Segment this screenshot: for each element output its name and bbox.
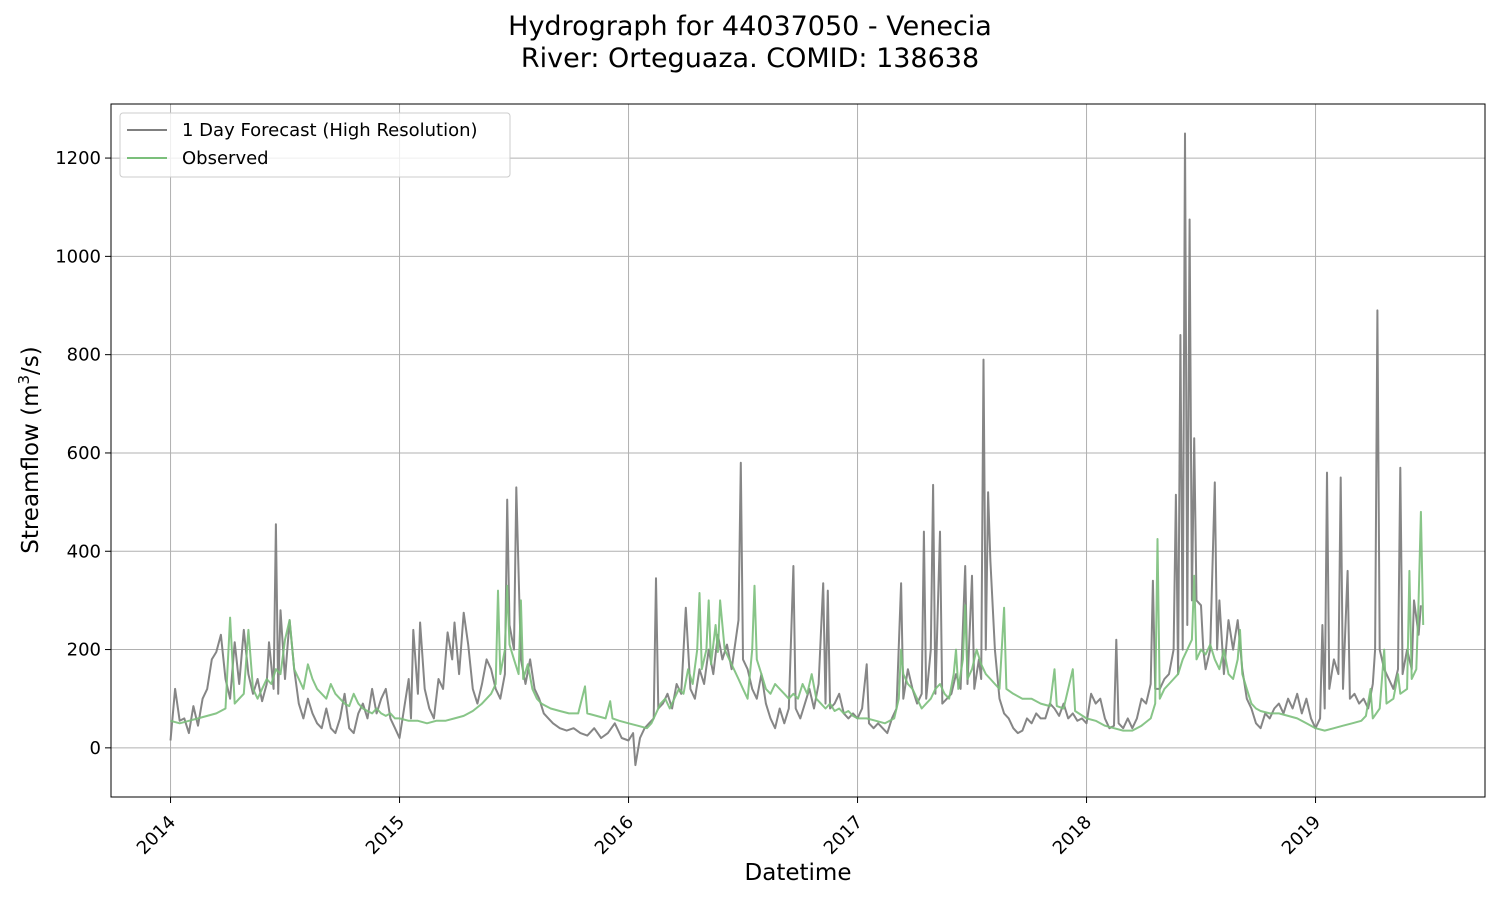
y-axis-label-prefix: Streamflow (m [18, 384, 44, 553]
y-axis-label-sup: 3 [15, 375, 33, 385]
tick-layer: 0 200 400 600 800 1000 1200 2014 2015 2016 2017 201… [55, 148, 1325, 859]
x-tick-label: 2018 [1049, 812, 1096, 859]
legend-label-observed: Observed [182, 148, 269, 169]
y-tick-label: 1000 [55, 246, 101, 267]
legend-label-forecast: 1 Day Forecast (High Resolution) [182, 120, 478, 141]
x-axis-label: Datetime [745, 860, 852, 886]
observed-series-line [170, 510, 1425, 732]
x-tick-label: 2017 [820, 812, 867, 859]
chart-title: Hydrograph for 44037050 - Venecia [508, 11, 992, 42]
plot-frame [110, 103, 1486, 798]
chart-subtitle: River: Orteguaza. COMID: 138638 [520, 43, 980, 74]
y-tick-label: 0 [90, 738, 101, 759]
legend-box [119, 112, 511, 178]
grid-lines [111, 104, 1485, 797]
y-tick-label: 400 [67, 541, 101, 562]
y-tick-label: 1200 [55, 148, 101, 169]
legend: 1 Day Forecast (High Resolution) Observe… [119, 112, 511, 178]
y-axis-label: Streamflow (m3/s) [15, 346, 44, 554]
y-tick-label: 200 [67, 640, 101, 661]
series-layer [169, 132, 1425, 767]
y-tick-label: 600 [67, 443, 101, 464]
x-tick-label: 2019 [1278, 812, 1325, 859]
y-axis-label-suffix: /s) [18, 346, 44, 375]
forecast-series-line [169, 132, 1422, 767]
x-tick-label: 2014 [133, 812, 180, 859]
y-tick-label: 800 [67, 345, 101, 366]
x-tick-label: 2015 [362, 812, 409, 859]
x-tick-label: 2016 [591, 812, 638, 859]
